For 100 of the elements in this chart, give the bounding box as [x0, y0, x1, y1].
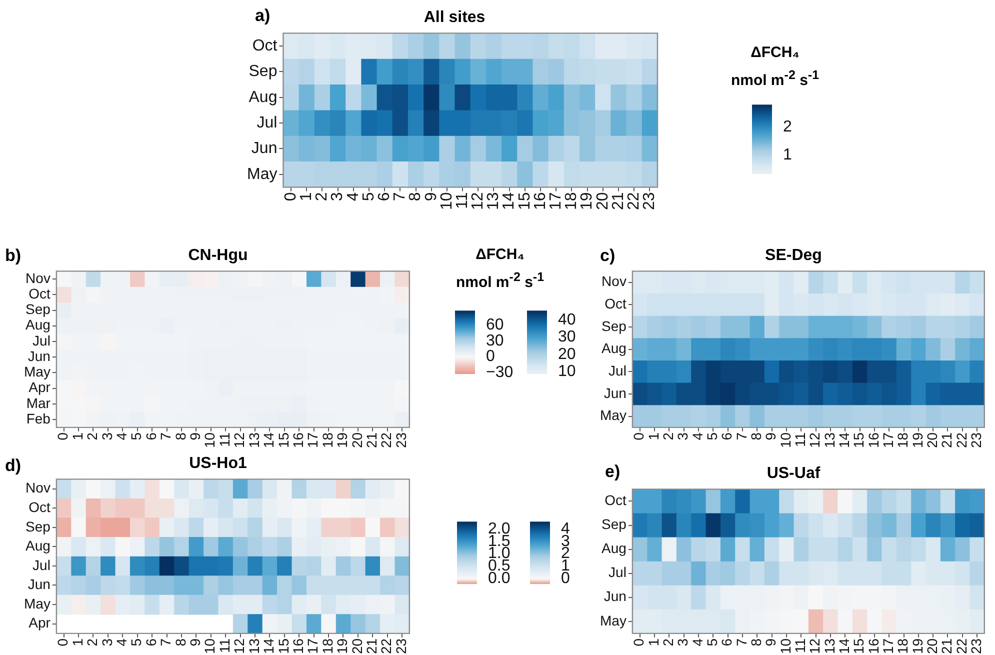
color-bar-label: 40: [558, 311, 576, 328]
x-tick-label: 0: [630, 432, 647, 440]
x-tick-label: 20: [348, 638, 365, 654]
x-tick-label: 19: [909, 432, 926, 448]
x-tick-label: 21: [364, 432, 380, 448]
y-tick-label: May: [600, 612, 626, 628]
chart-title: All sites: [424, 9, 486, 26]
y-tick-label: Mar: [26, 394, 51, 411]
x-tick-label: 20: [594, 192, 612, 210]
x-tick-label: 12: [470, 192, 487, 210]
x-tick-label: 13: [821, 638, 838, 654]
text: e): [605, 462, 620, 482]
x-tick-label: 1: [69, 432, 86, 440]
x-tick-label: 19: [909, 638, 926, 654]
text: a): [255, 6, 270, 26]
x-tick-label: 14: [260, 638, 277, 654]
x-tick-label: 5: [704, 638, 720, 646]
color-bar-label: 60: [486, 316, 504, 334]
x-tick-label: 22: [378, 638, 394, 654]
x-tick-label: 14: [836, 638, 852, 654]
y-tick-label: Aug: [602, 340, 626, 356]
y-tick-label: Nov: [602, 273, 626, 290]
x-tick-label: 14: [836, 432, 852, 448]
x-tick-label: 10: [777, 638, 794, 654]
y-tick-label: Apr: [28, 379, 51, 396]
x-tick-label: 5: [128, 638, 144, 646]
y-tick-label: May: [600, 407, 626, 424]
x-tick-label: 22: [378, 432, 394, 448]
x-tick-label: 9: [422, 192, 440, 202]
x-tick-label: 23: [392, 638, 409, 654]
y-tick-label: Jun: [251, 140, 278, 158]
chart-title: SE-Deg: [765, 247, 822, 264]
y-tick-label: Apr: [28, 614, 51, 631]
chart-title: US-Ho1: [189, 455, 247, 472]
color-bar-label: 2: [783, 118, 792, 136]
color-bar-label: 1: [783, 146, 792, 164]
y-tick-label: May: [24, 364, 50, 380]
x-tick-label: 12: [231, 638, 248, 654]
x-tick-label: 1: [645, 432, 662, 440]
x-tick-label: 23: [968, 432, 984, 448]
x-tick-label: 19: [578, 192, 596, 210]
x-tick-label: 12: [806, 638, 823, 654]
x-tick-label: 18: [894, 638, 911, 654]
x-tick-label: 11: [792, 638, 808, 653]
text: c): [600, 246, 616, 266]
x-tick-label: 11: [792, 432, 808, 447]
text: b): [5, 246, 22, 266]
x-tick-label: 3: [674, 638, 691, 646]
x-tick-label: 15: [850, 432, 867, 448]
x-tick-label: 12: [231, 432, 248, 448]
color-bar-label: 30: [558, 328, 576, 346]
x-tick-label: 7: [158, 432, 174, 440]
chart-title: US-Uaf: [766, 465, 821, 482]
y-tick-label: Feb: [26, 410, 51, 426]
x-tick-label: 17: [304, 432, 321, 448]
y-tick-label: Oct: [604, 296, 627, 312]
y-tick-label: Jul: [32, 332, 50, 348]
chart-title: CN-Hgu: [188, 247, 248, 264]
x-tick-label: 15: [275, 432, 292, 448]
x-tick-label: 22: [953, 432, 970, 448]
y-tick-label: Oct: [28, 285, 51, 302]
x-tick-label: 22: [953, 638, 970, 654]
x-tick-label: 14: [260, 432, 277, 448]
x-tick-label: 11: [216, 638, 232, 653]
x-tick-label: 9: [187, 638, 204, 646]
x-tick-label: 10: [777, 432, 794, 448]
x-tick-label: 0: [630, 638, 647, 646]
x-tick-label: 22: [625, 192, 642, 210]
y-tick-label: Jun: [28, 348, 50, 364]
y-tick-label: Oct: [604, 492, 627, 508]
color-bar-label: 20: [558, 346, 576, 363]
x-tick-label: 0: [54, 638, 71, 646]
x-tick-label: 21: [938, 432, 955, 448]
x-tick-label: 11: [454, 192, 471, 209]
x-tick-label: 18: [894, 432, 911, 448]
x-tick-label: 21: [938, 638, 955, 654]
x-tick-label: 8: [172, 432, 188, 440]
y-tick-label: Sep: [26, 301, 51, 318]
y-tick-label: Jul: [608, 564, 626, 580]
x-tick-label: 16: [865, 638, 882, 654]
x-tick-label: 2: [660, 432, 676, 440]
x-tick-label: 7: [392, 192, 409, 202]
x-tick-label: 6: [376, 192, 393, 202]
x-tick-label: 11: [216, 432, 232, 447]
x-tick-label: 15: [275, 638, 292, 654]
y-tick-label: May: [24, 595, 50, 612]
x-tick-label: 1: [298, 192, 316, 202]
y-tick-label: Jul: [32, 556, 50, 573]
y-tick-label: May: [246, 166, 278, 183]
x-tick-label: 10: [202, 638, 218, 654]
x-tick-label: 1: [69, 638, 86, 646]
x-tick-label: 7: [733, 432, 750, 440]
x-tick-label: 18: [319, 432, 336, 448]
color-bar-label: −30: [486, 364, 514, 381]
x-tick-label: 5: [128, 432, 144, 440]
y-tick-label: Oct: [28, 498, 51, 515]
x-tick-label: 19: [334, 432, 350, 448]
color-bar-label: 10: [558, 363, 576, 380]
x-tick-label: 7: [733, 638, 750, 646]
y-tick-label: Sep: [602, 516, 627, 532]
